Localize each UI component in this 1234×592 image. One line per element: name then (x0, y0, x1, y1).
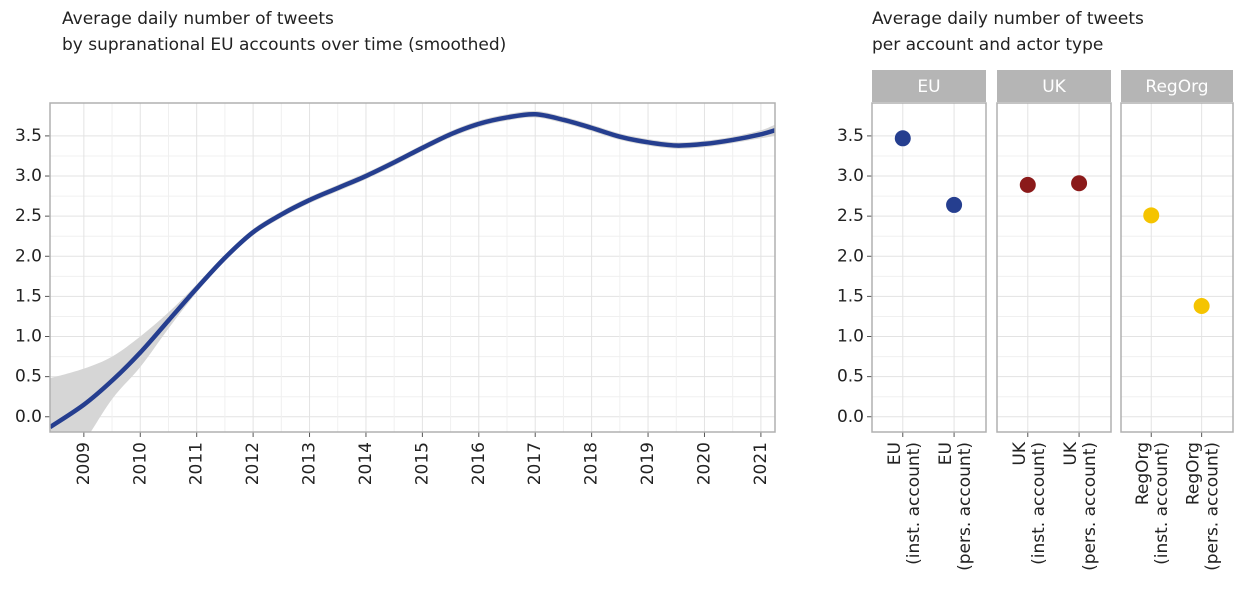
dot (1193, 298, 1210, 315)
plot-area (50, 110, 775, 432)
y-tick-label: 0.5 (837, 367, 864, 387)
x-tick-label: 2016 (469, 442, 489, 485)
y-tick-label: 1.5 (15, 286, 42, 306)
y-tick-label: 1.0 (837, 327, 864, 347)
y-tick-label: 2.0 (837, 246, 864, 266)
panel-border (996, 102, 1112, 433)
x-tick-label: 2015 (412, 442, 432, 485)
x-tick-label: RegOrg (1133, 442, 1153, 505)
dot (894, 130, 911, 147)
facet-strip (872, 70, 986, 102)
y-tick-label: 3.5 (837, 126, 864, 146)
chart-title: Average daily number of tweets (62, 9, 334, 29)
y-tick-label: 3.0 (837, 166, 864, 186)
panel-border (49, 102, 776, 433)
smoothed-line (50, 111, 775, 430)
dot (1143, 207, 1160, 224)
panel-border (1120, 102, 1234, 433)
x-tick-label: UK (1010, 441, 1030, 465)
y-tick-label: 0.0 (837, 407, 864, 427)
x-tick-label: 2014 (356, 442, 376, 485)
facet-label: UK (1042, 77, 1066, 97)
dot (1019, 176, 1036, 193)
x-tick-label: EU (936, 442, 956, 465)
x-tick-label: 2021 (751, 442, 771, 485)
chart-title: Average daily number of tweets (872, 9, 1144, 29)
x-tick-label: 2018 (582, 442, 602, 485)
y-tick-label: 2.0 (15, 246, 42, 266)
dot (1071, 175, 1088, 192)
x-tick-label: (pers. account) (1080, 442, 1100, 571)
x-tick-label: 2009 (74, 442, 94, 485)
y-tick-label: 0.0 (15, 407, 42, 427)
x-tick-label: (inst. account) (1152, 442, 1172, 565)
x-tick-label: 2011 (187, 442, 207, 485)
y-tick-label: 1.0 (15, 327, 42, 347)
chart-title: by supranational EU accounts over time (… (62, 35, 506, 55)
panel-border (871, 102, 987, 433)
x-tick-label: (inst. account) (1029, 442, 1049, 565)
facet-label: EU (917, 77, 940, 97)
x-tick-label: RegOrg (1184, 442, 1204, 505)
x-tick-label: 2020 (694, 442, 714, 485)
y-tick-label: 1.5 (837, 286, 864, 306)
chart-title: per account and actor type (872, 35, 1103, 55)
x-tick-label: EU (885, 442, 905, 465)
x-tick-label: (pers. account) (1203, 442, 1223, 571)
y-tick-label: 3.5 (15, 126, 42, 146)
facet-strip (1121, 70, 1233, 102)
facet-label: RegOrg (1145, 77, 1208, 97)
x-tick-label: 2010 (130, 442, 150, 485)
y-tick-label: 2.5 (15, 206, 42, 226)
x-tick-label: 2012 (243, 442, 263, 485)
x-tick-label: 2013 (300, 442, 320, 485)
x-tick-label: 2019 (638, 442, 658, 485)
x-tick-label: (inst. account) (904, 442, 924, 565)
y-tick-label: 0.5 (15, 367, 42, 387)
x-tick-label: 2017 (525, 442, 545, 485)
facet-strip (997, 70, 1111, 102)
x-tick-label: UK (1061, 441, 1081, 465)
y-tick-label: 2.5 (837, 206, 864, 226)
x-tick-label: (pers. account) (955, 442, 975, 571)
y-tick-label: 3.0 (15, 166, 42, 186)
dot (946, 196, 963, 213)
